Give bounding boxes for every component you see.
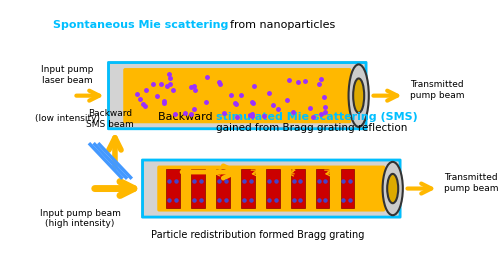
Ellipse shape	[348, 64, 369, 127]
FancyBboxPatch shape	[142, 160, 400, 217]
Text: Particle redistribution formed Bragg grating: Particle redistribution formed Bragg gra…	[151, 230, 364, 240]
FancyBboxPatch shape	[216, 169, 230, 208]
Ellipse shape	[382, 162, 403, 215]
FancyBboxPatch shape	[192, 169, 205, 208]
Text: Backward
SMS beam: Backward SMS beam	[86, 109, 134, 129]
FancyBboxPatch shape	[291, 169, 304, 208]
Text: gained from Bragg grating reflection: gained from Bragg grating reflection	[216, 123, 408, 133]
FancyBboxPatch shape	[108, 62, 366, 129]
Text: Backward: Backward	[158, 112, 216, 122]
Text: Transmitted
pump beam: Transmitted pump beam	[444, 173, 498, 193]
FancyBboxPatch shape	[266, 169, 280, 208]
Text: Input pump
laser beam: Input pump laser beam	[41, 65, 94, 85]
Text: stimulated Mie scattering (SMS): stimulated Mie scattering (SMS)	[216, 112, 418, 122]
Text: Spontaneous Mie scattering: Spontaneous Mie scattering	[52, 20, 228, 30]
Ellipse shape	[353, 78, 364, 113]
Text: (low intensity): (low intensity)	[34, 114, 100, 123]
FancyBboxPatch shape	[166, 169, 180, 208]
Ellipse shape	[387, 174, 398, 203]
FancyBboxPatch shape	[316, 169, 330, 208]
FancyBboxPatch shape	[158, 166, 386, 211]
FancyBboxPatch shape	[241, 169, 255, 208]
FancyBboxPatch shape	[340, 169, 354, 208]
Text: Transmitted
pump beam: Transmitted pump beam	[410, 80, 465, 100]
Text: Input pump beam
(high intensity): Input pump beam (high intensity)	[40, 209, 120, 228]
Text: from nanoparticles: from nanoparticles	[230, 20, 335, 30]
FancyBboxPatch shape	[123, 68, 352, 123]
